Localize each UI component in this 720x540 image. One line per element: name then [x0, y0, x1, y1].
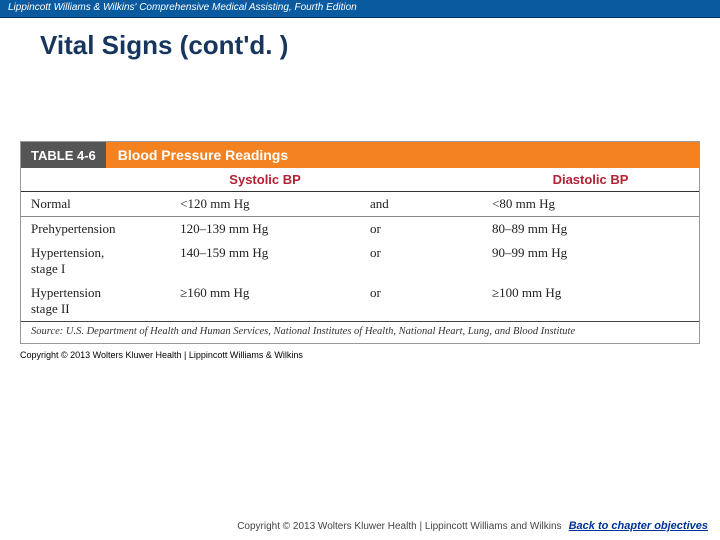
cell-category: Prehypertension — [21, 217, 170, 242]
cell-systolic: <120 mm Hg — [170, 192, 360, 217]
table-header-bar: TABLE 4-6 Blood Pressure Readings — [21, 142, 699, 168]
table-body: Normal <120 mm Hg and <80 mm Hg Prehyper… — [21, 192, 699, 322]
cell-conj: or — [360, 241, 482, 281]
table-number-label: TABLE 4-6 — [21, 142, 106, 168]
slide-footer: Copyright © 2013 Wolters Kluwer Health |… — [12, 520, 708, 532]
cell-conj: and — [360, 192, 482, 217]
cell-conj: or — [360, 217, 482, 242]
cell-systolic: ≥160 mm Hg — [170, 281, 360, 321]
cell-diastolic: ≥100 mm Hg — [482, 281, 699, 321]
table-row: Hypertension, stage I 140–159 mm Hg or 9… — [21, 241, 699, 281]
publisher-text: Lippincott Williams & Wilkins' Comprehen… — [8, 2, 357, 13]
cell-diastolic: 90–99 mm Hg — [482, 241, 699, 281]
bp-table-container: TABLE 4-6 Blood Pressure Readings Systol… — [20, 141, 700, 344]
inline-copyright: Copyright © 2013 Wolters Kluwer Health |… — [0, 344, 720, 366]
col-header-blank — [21, 168, 170, 192]
footer-copyright: Copyright © 2013 Wolters Kluwer Health |… — [237, 521, 561, 532]
cell-systolic: 120–139 mm Hg — [170, 217, 360, 242]
cell-category: Normal — [21, 192, 170, 217]
cell-category: Hypertension stage II — [21, 281, 170, 321]
table-row: Hypertension stage II ≥160 mm Hg or ≥100… — [21, 281, 699, 321]
cell-category: Hypertension, stage I — [21, 241, 170, 281]
cell-diastolic: 80–89 mm Hg — [482, 217, 699, 242]
col-header-diastolic: Diastolic BP — [482, 168, 699, 192]
table-row: Normal <120 mm Hg and <80 mm Hg — [21, 192, 699, 217]
page-title: Vital Signs (cont'd. ) — [0, 18, 720, 61]
cell-conj: or — [360, 281, 482, 321]
bp-readings-table: Systolic BP Diastolic BP Normal <120 mm … — [21, 168, 699, 321]
table-row: Prehypertension 120–139 mm Hg or 80–89 m… — [21, 217, 699, 242]
col-header-blank2 — [360, 168, 482, 192]
table-title: Blood Pressure Readings — [106, 142, 699, 168]
col-header-systolic: Systolic BP — [170, 168, 360, 192]
cell-systolic: 140–159 mm Hg — [170, 241, 360, 281]
cell-diastolic: <80 mm Hg — [482, 192, 699, 217]
table-source-citation: Source: U.S. Department of Health and Hu… — [21, 321, 699, 343]
table-column-header-row: Systolic BP Diastolic BP — [21, 168, 699, 192]
publisher-top-bar: Lippincott Williams & Wilkins' Comprehen… — [0, 0, 720, 18]
back-to-objectives-link[interactable]: Back to chapter objectives — [569, 520, 708, 532]
